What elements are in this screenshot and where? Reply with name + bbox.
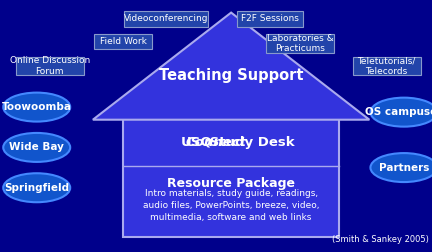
Text: Field Work: Field Work	[100, 37, 146, 46]
Text: Toowoomba: Toowoomba	[2, 102, 72, 112]
Text: Online Discussion
Forum: Online Discussion Forum	[10, 56, 90, 76]
Text: Intro materials, study guide, readings,
audio files, PowerPoints, breeze, video,: Intro materials, study guide, readings, …	[143, 189, 319, 222]
Text: Partners: Partners	[379, 163, 429, 173]
Text: Resource Package: Resource Package	[167, 177, 295, 191]
Ellipse shape	[370, 153, 432, 182]
Text: USQ: USQ	[181, 136, 213, 149]
Text: Teaching Support: Teaching Support	[159, 68, 303, 83]
Polygon shape	[93, 13, 369, 120]
Text: F2F Sessions: F2F Sessions	[241, 14, 299, 23]
FancyBboxPatch shape	[353, 57, 421, 76]
Text: Laboratories &
Practicums: Laboratories & Practicums	[267, 34, 334, 53]
Ellipse shape	[3, 93, 70, 122]
FancyBboxPatch shape	[124, 11, 208, 27]
FancyBboxPatch shape	[266, 34, 334, 53]
FancyBboxPatch shape	[16, 57, 84, 76]
Text: Study Desk: Study Desk	[205, 136, 295, 149]
Text: Springfield: Springfield	[4, 183, 69, 193]
Text: Teletutorials/
Telecords: Teletutorials/ Telecords	[357, 56, 416, 76]
Ellipse shape	[3, 173, 70, 202]
Ellipse shape	[370, 98, 432, 127]
FancyBboxPatch shape	[236, 11, 303, 27]
Ellipse shape	[3, 133, 70, 162]
Text: Connect: Connect	[185, 136, 246, 149]
FancyBboxPatch shape	[94, 34, 152, 49]
Text: (Smith & Sankey 2005): (Smith & Sankey 2005)	[332, 235, 429, 244]
Text: Videoconferencing: Videoconferencing	[124, 14, 209, 23]
FancyBboxPatch shape	[123, 118, 339, 237]
Text: USQConnect Study Desk: USQConnect Study Desk	[140, 136, 322, 149]
Text: Wide Bay: Wide Bay	[9, 142, 64, 152]
Text: OS campuses: OS campuses	[365, 107, 432, 117]
